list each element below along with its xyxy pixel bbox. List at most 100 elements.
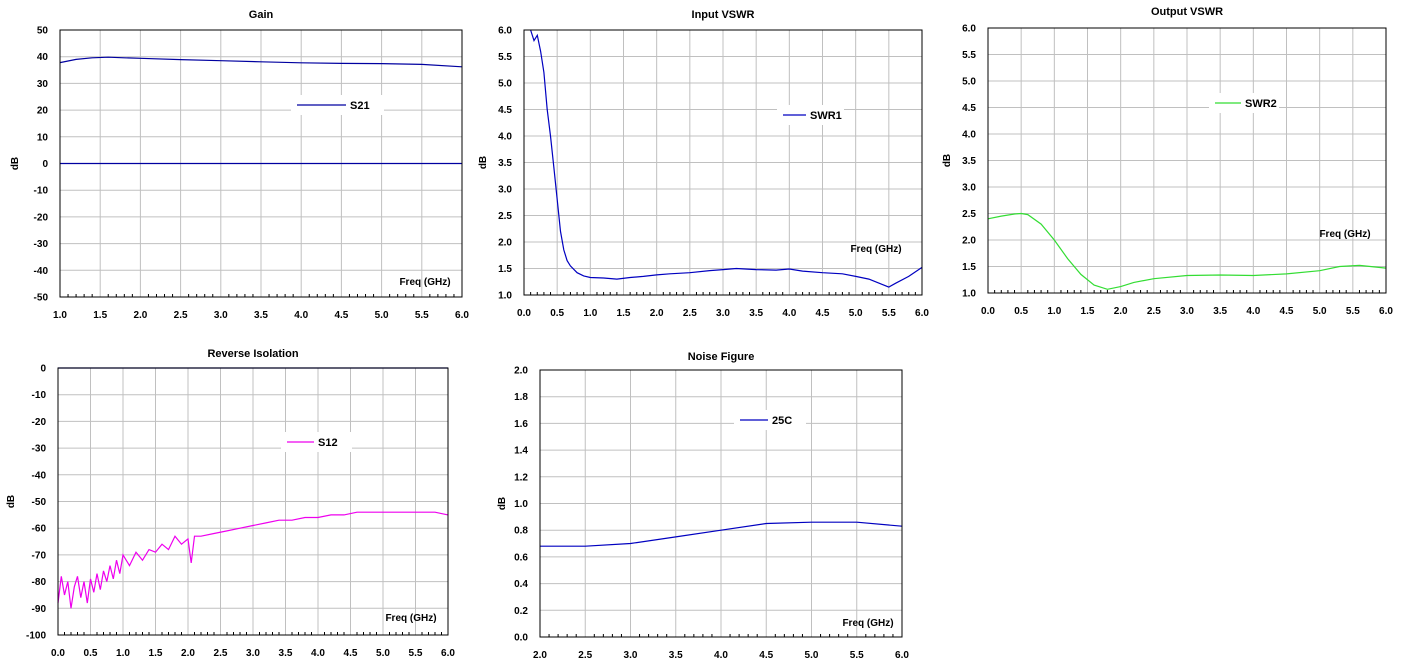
legend-label: S12 [318, 437, 338, 449]
x-tick-label: 5.0 [376, 648, 390, 659]
x-tick-label: 2.5 [578, 650, 592, 661]
legend-label: SWR1 [810, 110, 842, 122]
plot-frame [523, 29, 923, 296]
x-tick-label: 4.5 [1280, 306, 1294, 317]
chart-title: Gain [249, 9, 274, 21]
legend-label: SWR2 [1245, 98, 1277, 110]
y-tick-label: 1.2 [514, 472, 528, 483]
legend: SWR1 [777, 105, 844, 125]
y-tick-label: 2.5 [498, 211, 512, 222]
series-line-s12 [57, 511, 449, 609]
x-tick-label: 1.5 [617, 308, 631, 319]
chart-input-vswr: 0.0 0.5 1.0 1.5 2.0 2.5 3.0 3.5 4.0 4.5 5.0 5.5 6.0 1… [478, 9, 929, 319]
y-tick-label: -90 [32, 604, 47, 615]
x-tick-label: 0.0 [981, 306, 995, 317]
y-tick-label: 4.5 [962, 103, 976, 114]
chart-output-vswr: 0.0 0.5 1.0 1.5 2.0 2.5 3.0 3.5 4.0 4.5 5.0 5.5 6.0 1… [942, 6, 1393, 317]
y-tick-label: 0 [40, 364, 46, 375]
x-tick-label: 4.5 [334, 310, 348, 321]
plot-frame [539, 369, 903, 638]
y-tick-label: 0.6 [514, 552, 528, 563]
y-tick-label: -20 [32, 417, 47, 428]
y-axis-label: dB [6, 495, 17, 508]
x-tick-label: 5.5 [882, 308, 896, 319]
x-tick-label: 3.0 [214, 310, 228, 321]
y-tick-label: -70 [32, 550, 47, 561]
y-tick-label: 3.0 [962, 183, 976, 194]
plot-frame [57, 367, 449, 636]
x-tick-label: 4.5 [344, 648, 358, 659]
x-tick-label: 1.5 [149, 648, 163, 659]
y-tick-label: 1.8 [514, 392, 528, 403]
y-tick-label: 1.6 [514, 419, 528, 430]
x-tick-label: 5.0 [1313, 306, 1327, 317]
x-tick-label: 6.0 [915, 308, 929, 319]
x-tick-label: 1.0 [1047, 306, 1061, 317]
x-tick-label: 3.5 [279, 648, 293, 659]
x-tick-label: 3.0 [1180, 306, 1194, 317]
y-tick-label: 3.0 [498, 185, 512, 196]
y-tick-label: 2.5 [962, 209, 976, 220]
x-tick-label: 0.5 [550, 308, 564, 319]
y-tick-label: 0.8 [514, 526, 528, 537]
chart-noise-figure: 2.0 2.5 3.0 3.5 4.0 4.5 5.0 5.5 6.0 0.0 0.2 0.4 0.6 0… [497, 351, 909, 661]
x-tick-label: 3.5 [669, 650, 683, 661]
x-tick-label: 3.5 [254, 310, 268, 321]
x-tick-label: 6.0 [1379, 306, 1393, 317]
chart-gain: 1.0 1.5 2.0 2.5 3.0 3.5 4.0 4.5 5.0 5.5 6.0 -50 -40 -… [10, 9, 469, 321]
x-tick-label: 5.0 [805, 650, 819, 661]
x-tick-label: 4.0 [311, 648, 325, 659]
y-tick-label: 1.0 [498, 291, 512, 302]
x-tick-label: 5.5 [1346, 306, 1360, 317]
x-tick-label: 5.5 [415, 310, 429, 321]
y-tick-label: 0.0 [514, 633, 528, 644]
legend-box [777, 105, 844, 125]
x-axis-label: Freq (GHz) [399, 277, 450, 288]
y-tick-label: 4.0 [962, 130, 976, 141]
x-tick-label: 6.0 [441, 648, 455, 659]
x-tick-label: 4.0 [1246, 306, 1260, 317]
y-tick-label: 1.5 [498, 264, 512, 275]
x-tick-label: 2.0 [1114, 306, 1128, 317]
y-tick-label: 1.5 [962, 262, 976, 273]
chart-title: Reverse Isolation [207, 348, 298, 360]
x-tick-label: 2.0 [181, 648, 195, 659]
plot-frame [59, 29, 463, 298]
x-tick-label: 4.0 [782, 308, 796, 319]
y-tick-label: 1.4 [514, 446, 528, 457]
x-tick-label: 2.0 [533, 650, 547, 661]
x-tick-label: 6.0 [455, 310, 469, 321]
y-tick-label: -40 [32, 470, 47, 481]
y-tick-label: -10 [34, 186, 49, 197]
x-axis-label: Freq (GHz) [842, 618, 893, 629]
y-tick-label: 40 [37, 52, 49, 63]
x-tick-label: 0.5 [84, 648, 98, 659]
y-tick-label: -20 [34, 212, 49, 223]
x-tick-label: 4.0 [294, 310, 308, 321]
y-tick-label: 6.0 [498, 26, 512, 37]
y-tick-label: 50 [37, 26, 49, 37]
gridlines [539, 369, 903, 638]
y-tick-label: 0.4 [514, 579, 528, 590]
x-tick-label: 2.5 [214, 648, 228, 659]
y-axis-label: dB [497, 497, 508, 510]
legend: SWR2 [1209, 93, 1279, 113]
x-tick-label: 0.0 [517, 308, 531, 319]
y-tick-label: 1.0 [962, 289, 976, 300]
y-tick-label: -10 [32, 390, 47, 401]
x-axis-label: Freq (GHz) [385, 613, 436, 624]
y-tick-label: 3.5 [962, 156, 976, 167]
y-axis-label: dB [478, 156, 489, 169]
x-tick-label: 2.5 [683, 308, 697, 319]
legend: S21 [291, 95, 384, 115]
x-tick-label: 3.5 [1213, 306, 1227, 317]
series-line-25c [540, 521, 903, 547]
plot-frame [987, 27, 1387, 294]
x-tick-label: 5.0 [849, 308, 863, 319]
y-tick-label: 2.0 [962, 236, 976, 247]
x-tick-label: 2.0 [133, 310, 147, 321]
y-tick-label: 4.0 [498, 132, 512, 143]
x-tick-label: 4.5 [816, 308, 830, 319]
series-line-swr1 [530, 29, 923, 288]
